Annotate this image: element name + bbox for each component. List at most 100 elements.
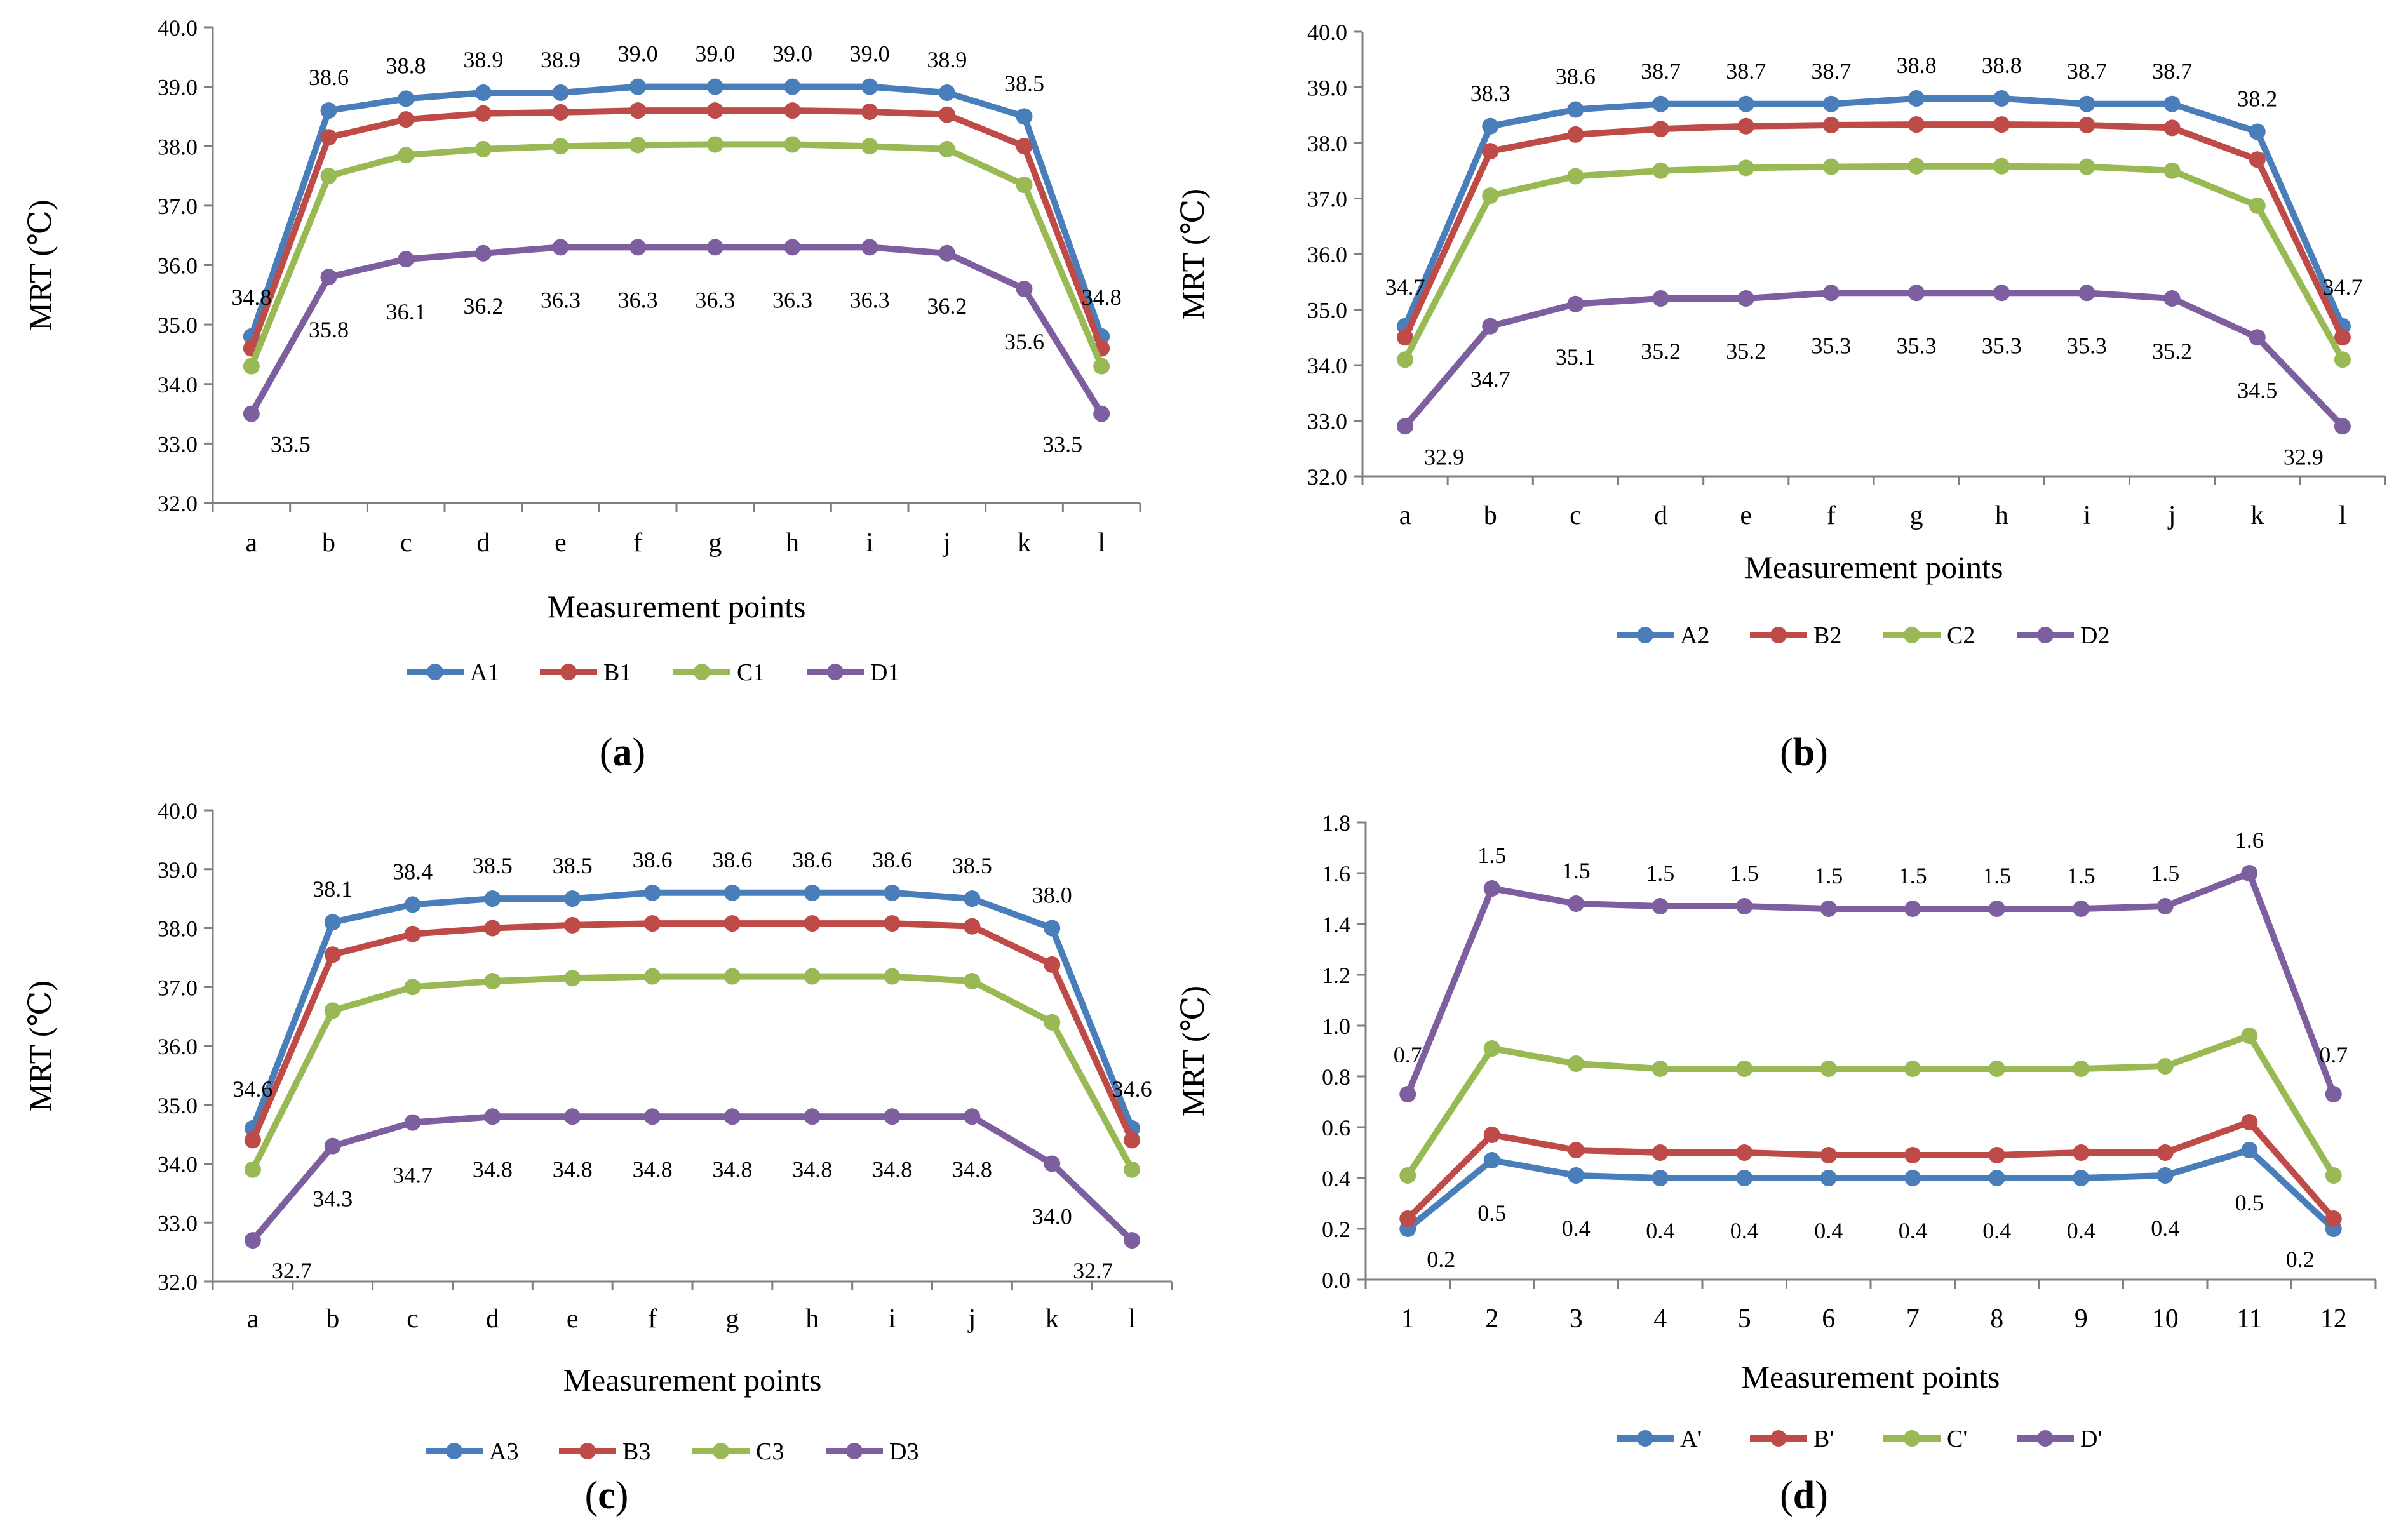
data-label-A3: 38.6 <box>633 847 673 873</box>
data-label-A3: 38.5 <box>553 853 593 878</box>
data-label-A3: 34.6 <box>1112 1076 1152 1102</box>
data-point-C' <box>2325 1167 2342 1184</box>
y-tick-label: 39.0 <box>1307 76 1347 101</box>
x-axis-title: Measurement points <box>1745 549 2003 585</box>
data-point-B1 <box>861 103 878 120</box>
data-point-C1 <box>320 168 337 185</box>
y-tick-label: 40.0 <box>1307 20 1347 45</box>
x-tick-label: b <box>322 528 335 558</box>
data-label-D3: 34.8 <box>712 1156 752 1182</box>
legend-label: D2 <box>2080 622 2109 649</box>
data-point-B' <box>2073 1144 2090 1161</box>
data-point-C2 <box>2163 162 2181 179</box>
x-tick-label: i <box>889 1304 896 1334</box>
data-point-C3 <box>964 972 981 989</box>
data-label-A': 0.4 <box>1730 1218 1759 1243</box>
y-tick-label: 1.6 <box>1322 861 1350 887</box>
data-label-D3: 34.0 <box>1032 1204 1072 1229</box>
data-point-A3 <box>884 884 901 901</box>
data-point-C3 <box>804 968 821 985</box>
legend-marker <box>846 1443 863 1459</box>
y-tick-label: 1.4 <box>1322 912 1350 937</box>
x-tick-label: i <box>866 528 873 558</box>
y-axis-title: MRT (℃) <box>22 199 58 330</box>
y-tick-label: 1.8 <box>1322 810 1350 836</box>
data-point-B2 <box>2334 329 2351 346</box>
data-label-D': 1.6 <box>2235 827 2264 853</box>
data-label-A1: 39.0 <box>772 41 812 67</box>
data-point-C' <box>1568 1055 1585 1072</box>
data-point-D2 <box>1652 290 1669 307</box>
legend-marker <box>2037 627 2054 643</box>
data-point-A2 <box>1482 117 1499 135</box>
data-point-D' <box>1736 898 1753 914</box>
data-label-A': 0.2 <box>2286 1247 2315 1272</box>
x-tick-label: 2 <box>1485 1304 1498 1334</box>
data-point-A2 <box>1567 101 1584 118</box>
data-point-D3 <box>884 1108 901 1125</box>
data-label-A2: 38.7 <box>1726 58 1766 84</box>
data-point-C3 <box>884 968 901 985</box>
data-label-A1: 38.9 <box>541 47 581 72</box>
data-point-C3 <box>324 1002 341 1019</box>
data-label-D': 1.5 <box>2067 863 2095 888</box>
y-tick-label: 33.0 <box>158 1210 198 1236</box>
x-tick-label: d <box>486 1304 499 1334</box>
data-point-D' <box>1988 901 2005 917</box>
panel-caption: (d) <box>1780 1474 1828 1517</box>
data-point-C2 <box>1822 158 1840 175</box>
legend-label: C1 <box>737 659 765 686</box>
legend-item-A': A' <box>1617 1426 1702 1452</box>
data-point-D2 <box>1737 290 1754 307</box>
legend-marker <box>713 1443 729 1459</box>
data-label-A2: 38.7 <box>2152 58 2192 84</box>
data-point-D3 <box>964 1108 981 1125</box>
x-tick-label: g <box>708 528 722 558</box>
y-tick-label: 37.0 <box>158 194 198 219</box>
data-label-D': 1.5 <box>1982 863 2011 888</box>
x-tick-label: l <box>1128 1304 1136 1334</box>
x-tick-label: d <box>1654 501 1667 530</box>
x-tick-label: h <box>805 1304 819 1334</box>
data-label-D1: 35.6 <box>1004 329 1044 354</box>
data-label-D3: 34.8 <box>872 1156 912 1182</box>
data-point-C1 <box>552 138 569 155</box>
data-label-D': 1.5 <box>1814 863 1843 888</box>
y-tick-label: 33.0 <box>1307 409 1347 434</box>
data-label-D2: 34.7 <box>1470 366 1510 392</box>
data-point-A' <box>2241 1142 2258 1158</box>
y-tick-label: 39.0 <box>158 857 198 883</box>
data-point-B' <box>1483 1127 1500 1143</box>
data-point-A1 <box>938 84 955 101</box>
legend-marker <box>560 664 577 680</box>
x-tick-label: j <box>2167 501 2176 530</box>
data-point-A2 <box>1737 95 1754 112</box>
data-label-A3: 38.6 <box>792 847 832 873</box>
data-label-A': 0.4 <box>1646 1218 1674 1243</box>
series-line-C2 <box>1402 163 2346 361</box>
data-point-C2 <box>1737 159 1754 177</box>
legend-item-D1: D1 <box>807 659 899 686</box>
legend-label: B3 <box>622 1438 650 1465</box>
data-label-D3: 34.8 <box>633 1156 673 1182</box>
panel-caption: (b) <box>1780 731 1828 774</box>
data-point-D3 <box>324 1137 341 1155</box>
data-point-B2 <box>1397 329 1414 346</box>
data-point-C2 <box>1993 157 2010 175</box>
data-point-C3 <box>484 972 501 989</box>
data-label-A1: 38.6 <box>309 65 349 90</box>
data-point-A2 <box>2163 95 2181 112</box>
data-point-D2 <box>2249 329 2266 346</box>
x-tick-label: g <box>725 1304 739 1334</box>
data-point-B1 <box>320 129 337 146</box>
data-point-B2 <box>1567 126 1584 143</box>
x-tick-label: j <box>967 1304 976 1334</box>
data-point-D1 <box>938 244 955 262</box>
data-point-A1 <box>474 84 492 101</box>
chart-panel-b: 32.0 33.0 34.0 35.0 36.0 37.0 38.0 39.0 40.0 a b c d… <box>1175 20 2386 774</box>
data-label-D2: 35.1 <box>1556 344 1596 370</box>
data-point-B3 <box>1044 956 1061 974</box>
legend-label: D' <box>2080 1426 2102 1452</box>
data-point-C1 <box>706 136 723 153</box>
legend-label: B1 <box>603 659 631 686</box>
